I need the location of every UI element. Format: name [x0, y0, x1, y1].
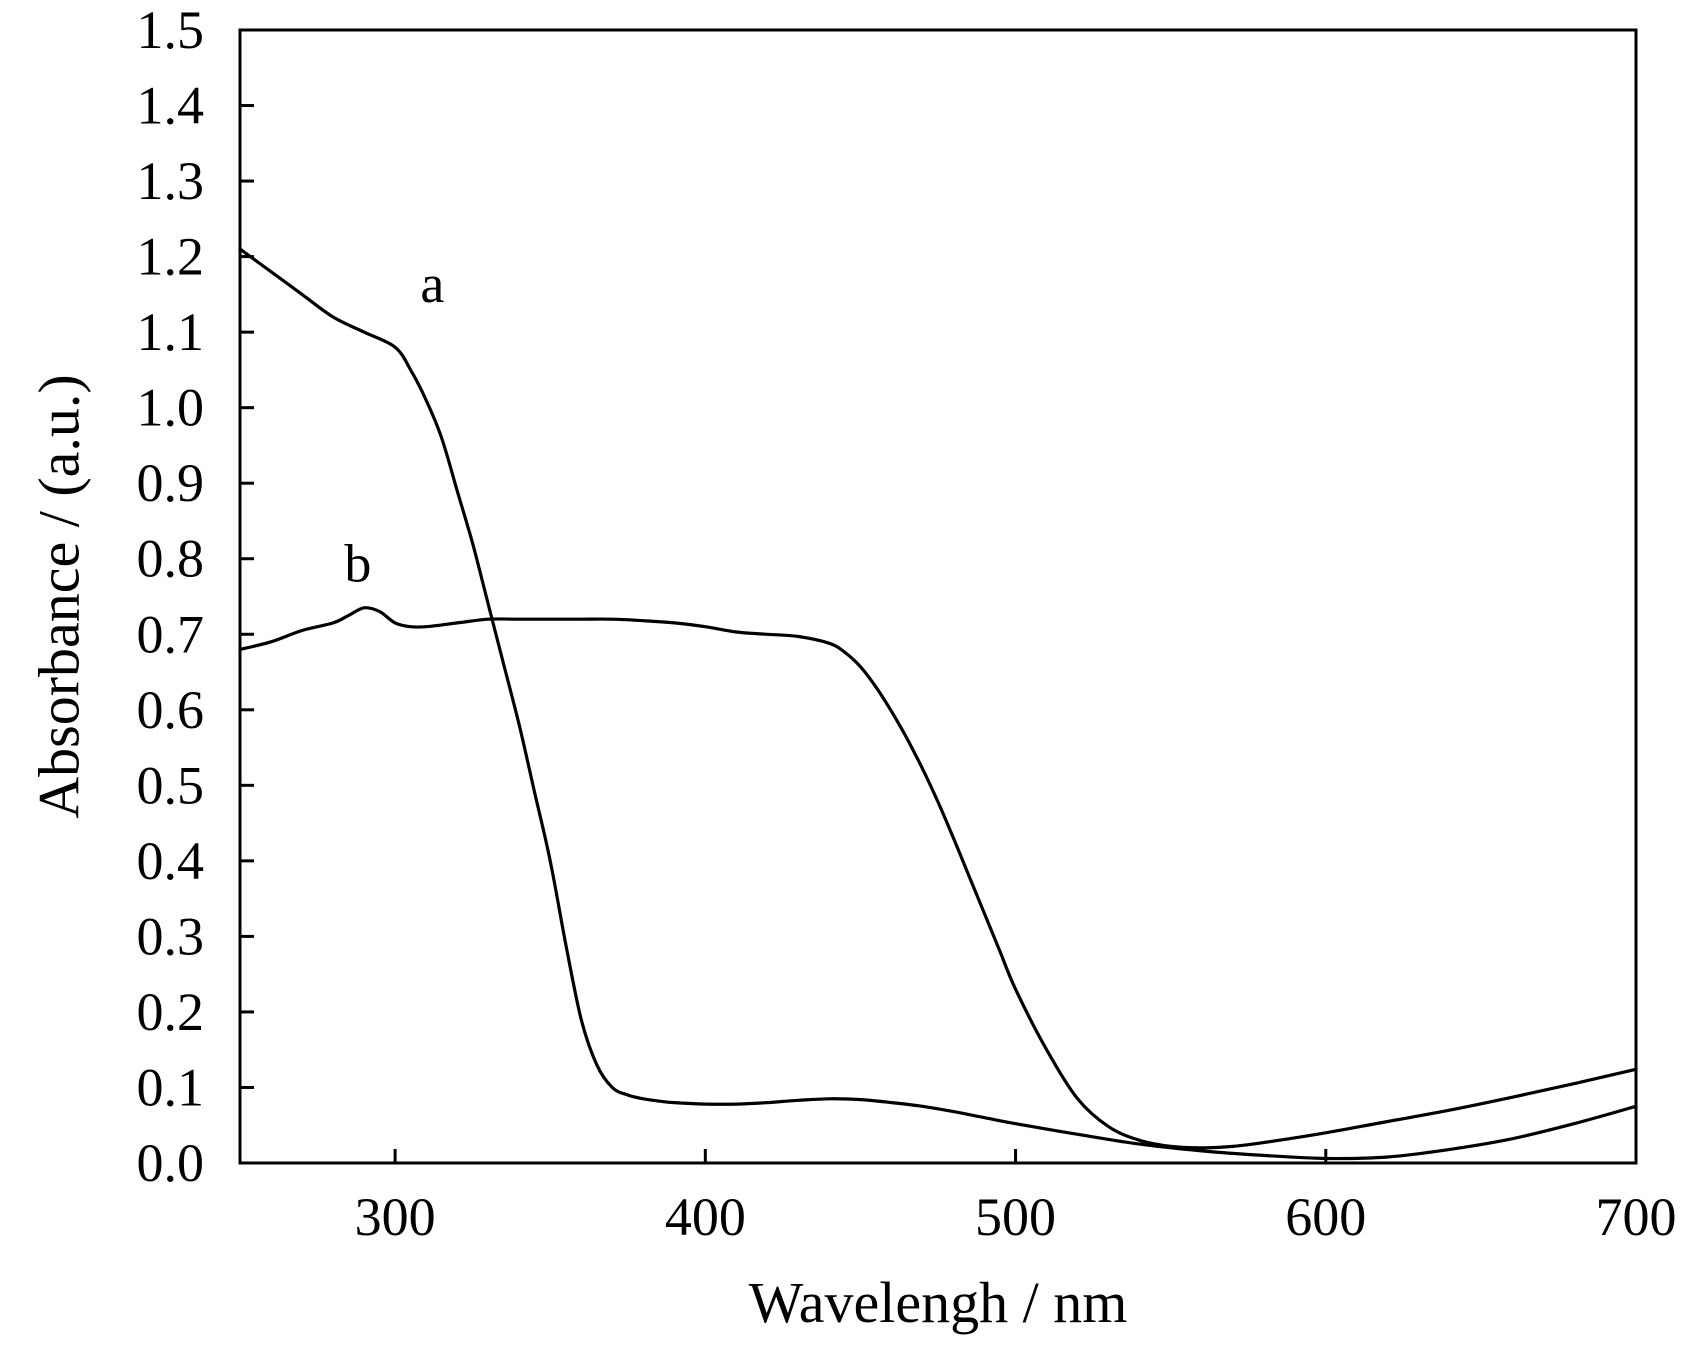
y-tick-label: 0.3	[137, 906, 205, 966]
y-axis-title: Absorbance / (a.u.)	[26, 374, 91, 819]
x-tick-label: 300	[355, 1187, 436, 1247]
y-tick-label: 1.2	[137, 227, 205, 287]
x-tick-label: 600	[1285, 1187, 1366, 1247]
y-tick-label: 0.0	[137, 1133, 205, 1193]
y-tick-label: 0.1	[137, 1057, 205, 1117]
y-tick-label: 1.0	[137, 378, 205, 438]
y-tick-label: 1.4	[137, 76, 205, 136]
plot-frame	[238, 28, 1638, 1165]
y-tick-label: 1.1	[137, 302, 205, 362]
series-line-a	[238, 247, 1638, 1161]
y-tick-label: 1.5	[137, 0, 205, 60]
y-tick-label: 1.3	[137, 151, 205, 211]
y-tick-label: 0.6	[137, 680, 205, 740]
y-tick-label: 0.5	[137, 755, 205, 815]
y-tick-label: 0.4	[137, 831, 205, 891]
x-tick-label: 700	[1596, 1187, 1677, 1247]
x-tick-label: 400	[665, 1187, 746, 1247]
y-tick-label: 0.9	[137, 453, 205, 513]
series-line-b	[238, 606, 1638, 1150]
series-label-b: b	[344, 533, 371, 593]
series-label-a: a	[420, 254, 444, 314]
y-tick-label: 0.8	[137, 529, 205, 589]
y-tick-label: 0.2	[137, 982, 205, 1042]
x-tick-label: 500	[975, 1187, 1056, 1247]
x-axis-title: Wavelengh / nm	[749, 1270, 1128, 1335]
y-tick-label: 0.7	[137, 604, 205, 664]
